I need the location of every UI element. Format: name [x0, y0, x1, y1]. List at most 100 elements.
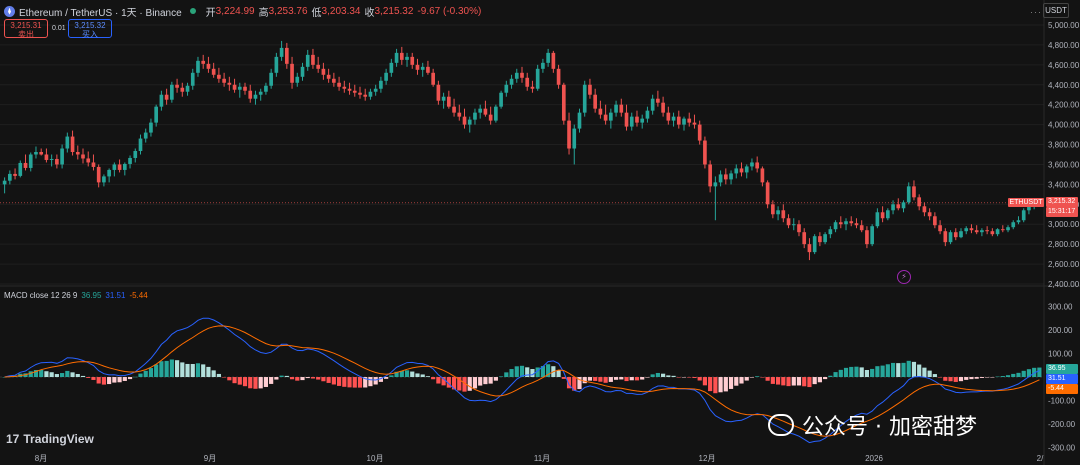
macd-histogram-bar [86, 377, 91, 378]
candle-body [661, 102, 665, 113]
macd-histogram-bar [206, 366, 211, 378]
change-value: -9.67 (-0.30%) [417, 5, 482, 17]
macd-histogram-bar [483, 377, 488, 385]
candle-body [248, 90, 253, 99]
candle-body [426, 66, 430, 73]
candle-body [399, 52, 404, 60]
candle-body [917, 197, 922, 207]
macd-histogram-bar [938, 377, 943, 378]
macd-histogram-bar [744, 377, 749, 381]
candle-body [488, 114, 493, 121]
candle-body [619, 104, 624, 113]
macd-histogram-bar [472, 377, 478, 389]
time-axis: 8月 9月 10月 11月 12月 2026 2/ [35, 454, 1044, 463]
macd-histogram-bar [708, 377, 713, 392]
price-tick-label: 3,400.00 [1048, 180, 1080, 189]
sell-button[interactable]: 3,215.31 卖出 [4, 19, 48, 39]
candle-body [546, 52, 550, 63]
macd-histogram-bar [169, 359, 174, 378]
macd-histogram-bar [378, 377, 383, 382]
candle-body [760, 168, 765, 183]
candle-body [175, 84, 179, 88]
candle-body [891, 204, 895, 211]
symbol-title[interactable]: Ethereum / TetherUS · 1天 · Binance [19, 7, 182, 19]
hist-legend-value: -5.44 [129, 291, 148, 300]
candle-body [703, 140, 707, 165]
macd-histogram-bar [765, 377, 770, 381]
macd-histogram-bar [39, 369, 44, 378]
macd-histogram-bar [655, 372, 660, 378]
candle-body [128, 157, 132, 164]
macd-histogram-bar [629, 377, 634, 381]
candle-body [990, 231, 995, 235]
macd-histogram-bar [964, 377, 969, 380]
candle-body [865, 230, 869, 245]
macd-histogram-bar [566, 377, 572, 389]
macd-tick-label: 100.00 [1048, 350, 1073, 359]
candle-body [363, 94, 368, 97]
candle-body [765, 182, 770, 205]
candle-body [933, 216, 937, 226]
macd-histogram-bar [525, 367, 530, 378]
macd-histogram-bar [681, 377, 687, 378]
macd-histogram-bar [890, 362, 896, 378]
macd-legend[interactable]: MACD close 12 26 9 36.95 31.51 -5.44 [4, 291, 148, 300]
macd-histogram-bar [258, 377, 263, 389]
candle-body [379, 80, 383, 89]
candle-body [656, 98, 660, 103]
candle-body [112, 164, 117, 170]
candle-body [352, 90, 357, 93]
candle-body [321, 68, 326, 75]
macd-indicator-name: MACD close 12 26 9 [4, 291, 78, 300]
candle-body [708, 164, 712, 187]
candle-body [985, 230, 989, 232]
price-tick-label: 2,600.00 [1048, 260, 1080, 269]
buy-label: 买入 [82, 30, 98, 39]
macd-histogram-bar [666, 375, 671, 378]
low-label: 低 [311, 7, 322, 19]
candle-body [483, 108, 488, 115]
macd-histogram-bar [201, 364, 206, 378]
candle-body [535, 68, 540, 89]
macd-histogram-bar [917, 364, 922, 378]
macd-histogram-bar [613, 377, 619, 380]
macd-histogram-bar [363, 377, 368, 388]
buy-price: 3,215.32 [74, 21, 106, 30]
currency-button[interactable]: USDT [1043, 3, 1069, 18]
macd-histogram-bar [812, 377, 817, 385]
macd-histogram-bar [885, 364, 890, 378]
price-tick-label: 3,000.00 [1048, 220, 1080, 229]
candle-body [812, 236, 817, 253]
open-label: 开 [205, 7, 216, 19]
tradingview-logo[interactable]: 17 TradingView [6, 432, 94, 446]
price-axis: 5,000.00 4,800.00 4,600.00 4,400.00 4,200.00… [1048, 21, 1080, 289]
candle-body [823, 234, 827, 243]
macd-histogram-bar [854, 366, 859, 378]
candle-body [838, 222, 843, 225]
macd-histogram-bar [807, 377, 812, 388]
macd-histogram-bar [791, 377, 796, 386]
candle-body [384, 72, 388, 81]
candle-body [206, 63, 211, 69]
candle-body [577, 112, 582, 129]
macd-tick-label: -100.00 [1048, 396, 1076, 405]
macd-histogram-bar [248, 377, 253, 389]
candle-body [211, 68, 216, 75]
more-menu-icon[interactable]: ··· [1030, 7, 1042, 17]
macd-axis: 300.00 200.00 100.00 -100.00 -200.00 -300.00 [1048, 303, 1076, 453]
macd-histogram-bar [530, 369, 535, 378]
candle-body [561, 84, 566, 121]
candle-body [776, 210, 780, 215]
candle-body [410, 56, 415, 65]
lightning-icon[interactable]: ⚡ [897, 270, 911, 284]
candle-body [697, 124, 702, 141]
buy-button[interactable]: 3,215.32 买入 [68, 19, 112, 39]
macd-histogram-bar [493, 377, 498, 381]
candle-body [201, 60, 206, 64]
macd-histogram-bar [336, 377, 342, 386]
macd-histogram-bar [535, 367, 540, 378]
macd-histogram-bar [990, 377, 995, 378]
macd-histogram-bar [796, 377, 802, 386]
candle-body [8, 173, 12, 181]
